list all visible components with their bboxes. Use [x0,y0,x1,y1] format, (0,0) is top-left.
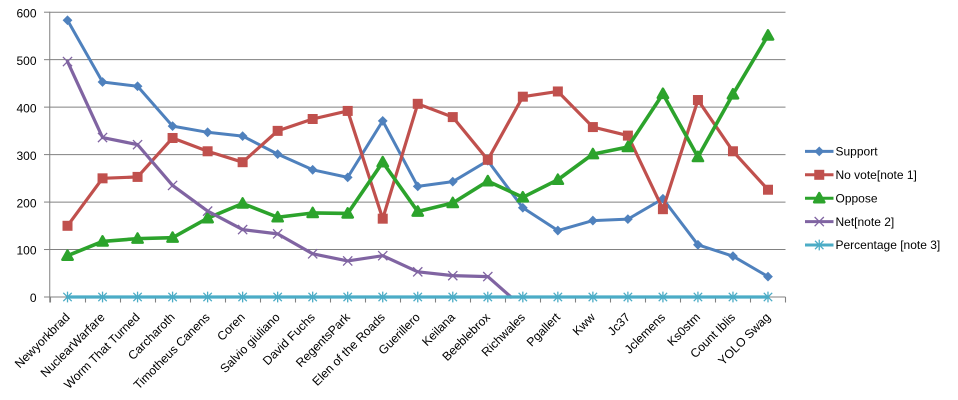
svg-text:100: 100 [16,244,36,258]
svg-text:200: 200 [16,196,36,210]
svg-text:400: 400 [16,101,36,115]
svg-text:0: 0 [30,291,37,305]
svg-text:Support: Support [836,145,879,159]
svg-text:No vote[note 1]: No vote[note 1] [836,168,917,182]
svg-text:Net[note 2]: Net[note 2] [836,215,895,229]
svg-text:600: 600 [16,6,36,20]
svg-text:Percentage [note 3]: Percentage [note 3] [836,238,941,252]
svg-text:500: 500 [16,54,36,68]
svg-text:Oppose: Oppose [836,191,878,205]
svg-text:300: 300 [16,149,36,163]
